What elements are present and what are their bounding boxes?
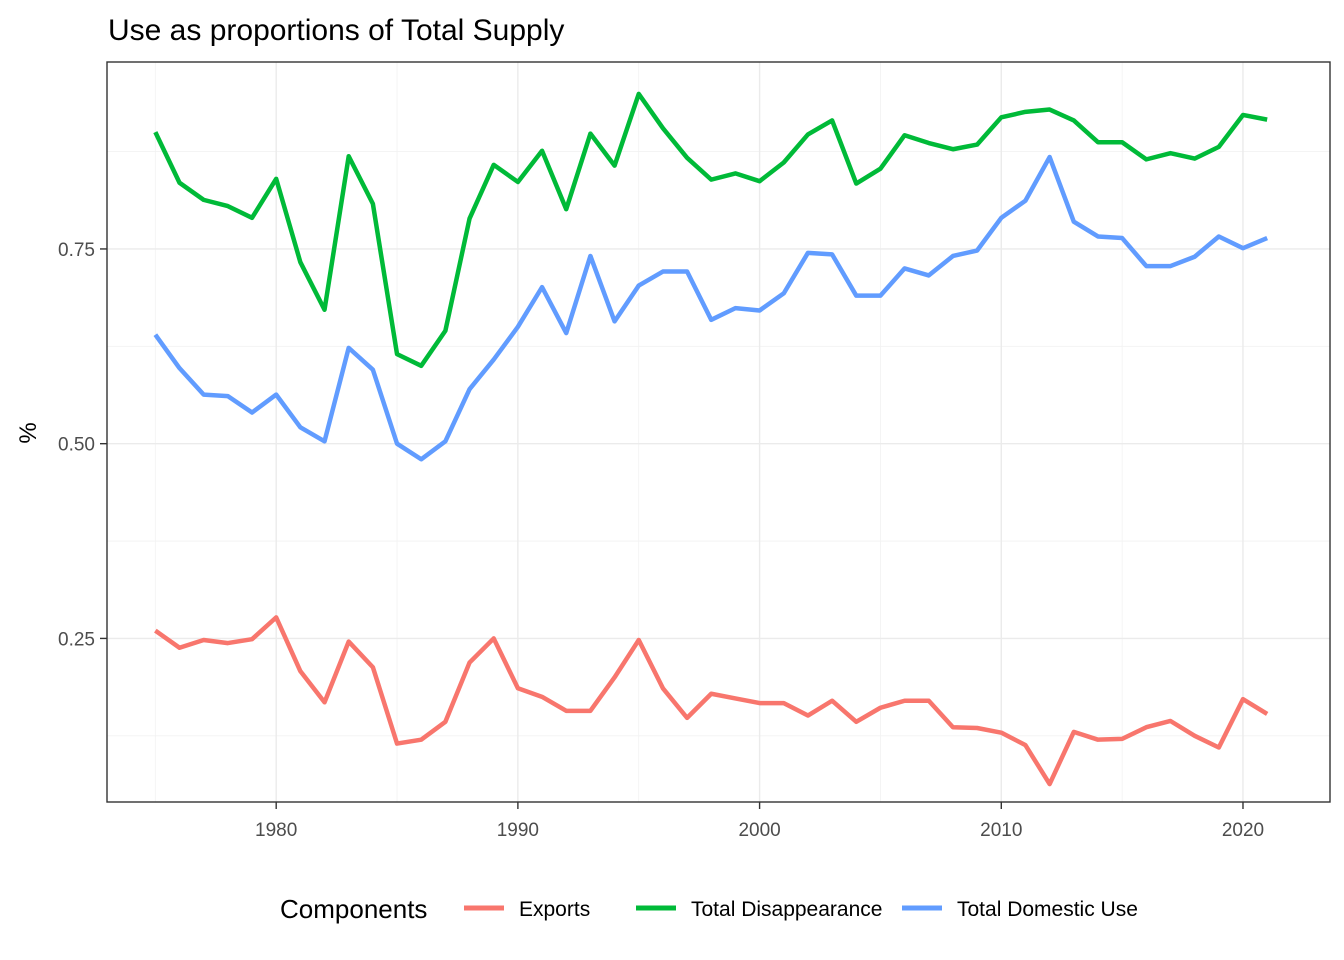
y-tick-label: 0.75 [58, 240, 95, 261]
chart-title: Use as proportions of Total Supply [108, 14, 564, 47]
plot-panel [106, 61, 1331, 803]
series-line-exports [154, 615, 1269, 787]
gridlines [107, 62, 1330, 802]
x-tick-label: 2000 [738, 820, 780, 841]
x-tick-label: 2010 [980, 820, 1022, 841]
y-tick-label: 0.50 [58, 435, 95, 456]
y-axis-title: % [15, 422, 42, 443]
series-line-total-disappearance [153, 91, 1268, 369]
legend-title: Components [280, 894, 427, 924]
x-tick-label: 1990 [497, 820, 539, 841]
legend-label-total-domestic-use: Total Domestic Use [957, 898, 1138, 921]
legend-label-exports: Exports [519, 898, 590, 921]
axis-ticks: 1980 1990 2000 2010 2020 0.25 0.50 0.75 [58, 240, 1264, 841]
legend: Components Exports Total Disappearance Tot… [280, 894, 1138, 924]
series-lines [153, 91, 1269, 787]
x-tick-label: 1980 [255, 820, 297, 841]
legend-label-total-disappearance: Total Disappearance [691, 898, 882, 921]
series-line-total-domestic-use [153, 154, 1269, 462]
x-tick-label: 2020 [1222, 820, 1264, 841]
y-tick-label: 0.25 [58, 629, 95, 650]
